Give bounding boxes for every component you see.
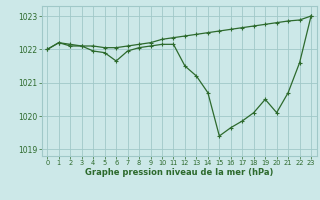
- X-axis label: Graphe pression niveau de la mer (hPa): Graphe pression niveau de la mer (hPa): [85, 168, 273, 177]
